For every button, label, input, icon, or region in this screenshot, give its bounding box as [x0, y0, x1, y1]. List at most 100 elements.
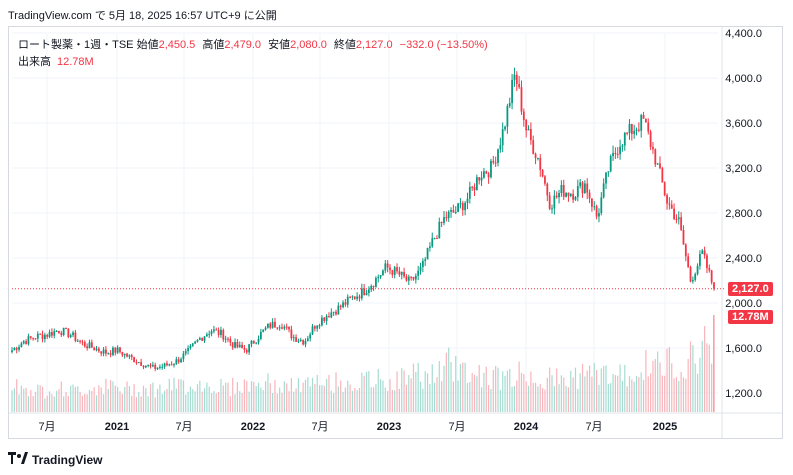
candle-body — [529, 129, 532, 141]
candle-body — [203, 336, 206, 341]
volume-bar — [349, 384, 351, 412]
candle-body — [123, 353, 126, 356]
x-tick-label: 2023 — [377, 421, 401, 433]
candle-body — [304, 340, 307, 345]
volume-bar — [380, 379, 382, 412]
volume-bar — [408, 375, 410, 412]
volume-bar — [372, 387, 375, 412]
x-tick-label: 7月 — [175, 421, 192, 433]
volume-bar — [657, 351, 659, 412]
volume-bar — [309, 386, 311, 412]
volume-bar — [537, 386, 539, 412]
candle-body — [553, 195, 556, 209]
candle-body — [358, 296, 361, 299]
candle-body — [217, 329, 220, 336]
volume-bar — [645, 349, 647, 412]
candle-body — [612, 152, 614, 157]
candle-body — [205, 334, 208, 337]
candle-body — [412, 276, 415, 280]
candle-body — [69, 335, 72, 337]
candle-body — [386, 263, 389, 268]
candle-body — [133, 357, 135, 363]
volume-bar — [466, 383, 469, 412]
volume-bar — [340, 380, 342, 412]
volume-bar — [551, 375, 553, 412]
volume-bar — [588, 365, 591, 412]
volume-bar — [314, 383, 316, 412]
candle-body — [637, 129, 640, 131]
candle-body — [607, 171, 610, 173]
x-tick-label: 2024 — [514, 421, 539, 433]
candle-body — [454, 212, 457, 214]
volume-bar — [27, 396, 30, 412]
volume-bar — [276, 393, 278, 412]
candle-body — [15, 347, 18, 350]
volume-bar — [248, 391, 250, 412]
candle-body — [39, 333, 42, 335]
volume-bar — [72, 384, 74, 412]
volume-bar — [525, 381, 527, 412]
volume-bar — [652, 360, 654, 412]
volume-bar — [666, 348, 668, 412]
volume-bar — [107, 389, 109, 412]
candle-body — [694, 274, 697, 280]
tradingview-logo-icon[interactable] — [8, 452, 28, 467]
volume-bar — [678, 381, 680, 412]
candle-body — [339, 305, 342, 308]
volume-bar — [189, 386, 192, 412]
volume-bar — [269, 383, 271, 412]
volume-bar — [626, 386, 628, 412]
candle-body — [551, 208, 553, 210]
x-tick-label: 7月 — [38, 421, 55, 433]
volume-bar — [128, 386, 130, 412]
volume-bar — [347, 380, 349, 412]
candle-body — [633, 130, 636, 135]
candle-body — [398, 271, 401, 275]
volume-bar — [448, 347, 450, 412]
volume-bar — [558, 384, 560, 412]
candle-body — [187, 348, 189, 352]
candle-body — [391, 269, 394, 275]
publish-info: TradingView.com で 5月 18, 2025 16:57 UTC+… — [8, 10, 277, 22]
volume-bar — [417, 362, 419, 412]
candle-body — [283, 326, 286, 329]
candle-body — [88, 342, 91, 349]
candle-body — [539, 157, 542, 170]
volume-bar — [53, 396, 55, 412]
candle-body — [396, 267, 398, 272]
volume-bar — [574, 367, 577, 412]
candle-body — [494, 162, 497, 164]
candle-body — [281, 327, 283, 329]
candle-body — [241, 344, 243, 349]
volume-bar — [154, 397, 156, 412]
candle-body — [483, 171, 485, 178]
volume-bar — [692, 345, 694, 412]
volume-bar — [485, 366, 487, 412]
candle-body — [461, 203, 464, 211]
volume-bar — [704, 326, 706, 412]
volume-bar — [77, 386, 79, 412]
candle-body — [652, 146, 654, 150]
volume-bar — [410, 378, 412, 412]
footer-brand[interactable]: TradingView — [32, 452, 103, 467]
volume-bar — [203, 388, 206, 412]
volume-bar — [260, 387, 262, 412]
candle-body — [654, 149, 657, 165]
candle-body — [548, 195, 551, 209]
candle-body — [302, 339, 305, 345]
candle-body — [264, 327, 267, 330]
volume-bar — [98, 385, 100, 412]
volume-bar — [175, 388, 177, 412]
volume-bar — [117, 386, 119, 412]
candle-body — [508, 103, 511, 107]
volume-bar — [201, 391, 203, 412]
candle-body — [74, 332, 77, 341]
candle-body — [325, 316, 328, 321]
candle-body — [213, 329, 215, 332]
candle-body — [365, 293, 368, 296]
candle-body — [429, 246, 431, 249]
volume-bar — [405, 384, 408, 412]
volume-bar — [476, 376, 478, 412]
volume-bar — [711, 363, 713, 412]
